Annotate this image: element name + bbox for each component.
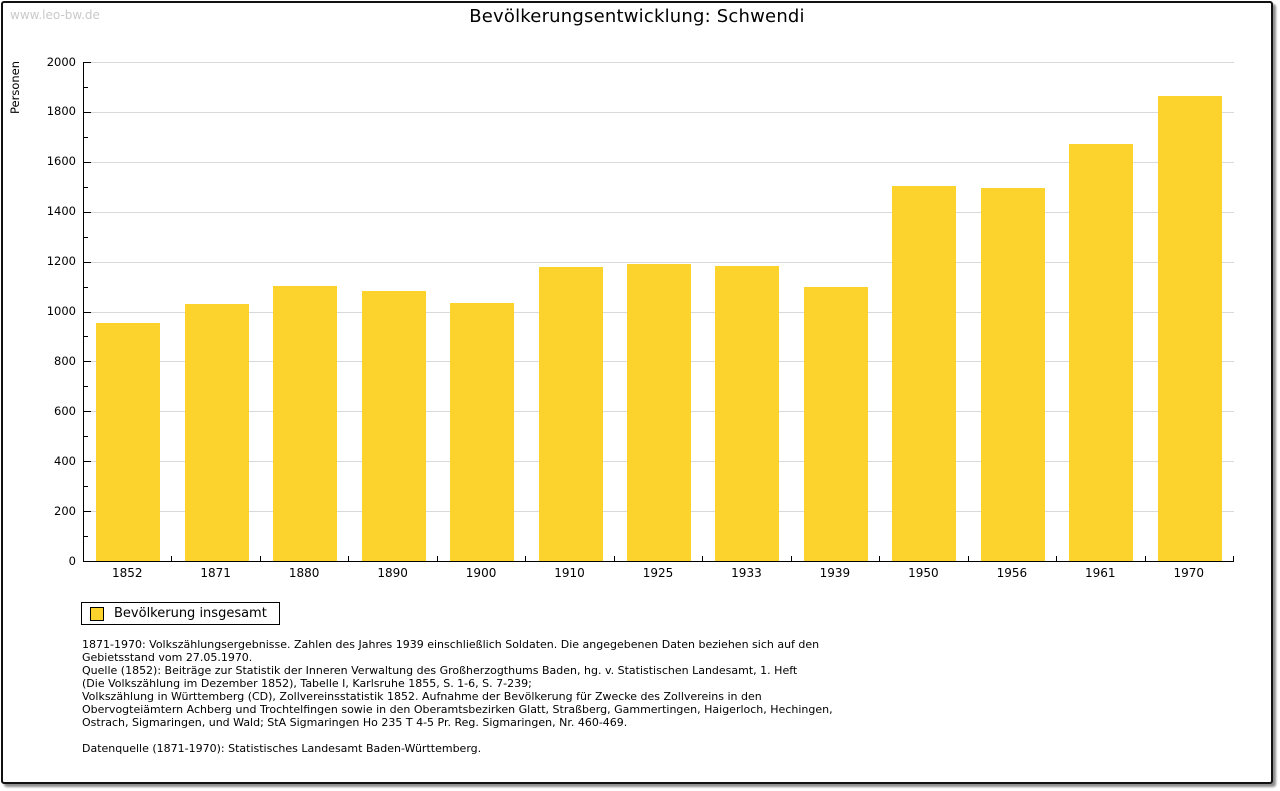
y-gridline (84, 261, 1234, 263)
x-tick-label: 1933 (731, 566, 762, 580)
footnote-line: Obervogteiämtern Achberg und Trochtelfin… (82, 703, 833, 716)
bar (96, 323, 161, 561)
y-tick (84, 236, 88, 238)
y-tick (84, 461, 91, 463)
y-tick (84, 86, 88, 88)
x-tick (348, 556, 350, 561)
x-tick (1144, 556, 1146, 561)
x-tick-label: 1852 (111, 566, 143, 580)
y-tick (84, 361, 91, 363)
bar (980, 188, 1045, 561)
bar (892, 186, 957, 561)
legend-label: Bevölkerung insgesamt (114, 606, 267, 621)
y-tick-label: 0 (68, 553, 76, 568)
y-tick (84, 311, 91, 313)
bar (538, 266, 603, 561)
y-gridline (84, 161, 1234, 163)
x-tick-label: 1880 (288, 566, 320, 580)
chart-title: Bevölkerungsentwicklung: Schwendi (469, 6, 805, 27)
y-tick-label: 200 (54, 503, 76, 518)
y-axis-tick-labels: 200 400 600 800 1000 1200 1400 1600 1800 2000 0 (3, 55, 76, 567)
footnote-line: 1871-1970: Volkszählungsergebnisse. Zahl… (82, 638, 820, 651)
y-tick (84, 286, 88, 288)
y-gridline (84, 111, 1234, 113)
x-tick (259, 556, 261, 561)
legend-swatch-icon (90, 606, 104, 621)
datasource-line: Datenquelle (1871-1970): Statistisches L… (82, 742, 482, 755)
x-tick-label: 1950 (908, 566, 939, 580)
y-tick-label: 1200 (46, 254, 76, 269)
x-tick (790, 556, 792, 561)
footnotes: 1871-1970: Volkszählungsergebnisse. Zahl… (82, 638, 942, 755)
bar (273, 286, 338, 561)
bar (803, 287, 868, 561)
y-gridline (84, 211, 1234, 213)
x-tick-label: 1900 (465, 566, 497, 580)
bar (627, 263, 691, 561)
y-tick (84, 261, 91, 263)
x-tick-label: 1961 (1085, 566, 1116, 580)
x-tick (613, 556, 615, 561)
y-tick (84, 511, 91, 513)
y-tick (84, 436, 88, 438)
y-tick (84, 111, 91, 113)
x-tick (436, 556, 438, 561)
x-tick (525, 556, 527, 561)
footnote-line: (Die Volkszählung im Dezember 1852), Tab… (82, 677, 532, 690)
footnote-line: Ostrach, Sigmaringen, und Wald; StA Sigm… (82, 716, 628, 729)
footnote-spacer (82, 729, 942, 742)
y-tick-label: 600 (54, 403, 76, 418)
x-tick (171, 556, 173, 561)
y-tick (84, 161, 91, 163)
watermark: www.leo-bw.de (10, 8, 100, 22)
x-tick (1056, 556, 1058, 561)
y-tick (84, 186, 88, 188)
y-tick (84, 536, 88, 538)
x-tick (879, 556, 881, 561)
y-tick (84, 386, 88, 388)
bar (1069, 144, 1134, 561)
x-tick-label: 1890 (377, 566, 408, 580)
x-tick-label: 1939 (819, 566, 851, 580)
x-tick-label: 1910 (554, 566, 585, 580)
y-gridline (84, 62, 1234, 63)
x-axis-tick-labels: 1852 1871 1880 1890 1900 1910 1925 1933 1939 1950… (83, 566, 1233, 582)
plot-area (83, 62, 1234, 562)
y-tick-label: 2000 (46, 54, 76, 69)
y-tick (84, 62, 91, 63)
bar (184, 304, 249, 561)
y-tick-label: 400 (54, 453, 76, 468)
bar (361, 291, 426, 561)
x-tick (702, 556, 704, 561)
footnote-line: Gebietsstand vom 27.05.1970. (82, 651, 253, 664)
y-tick (84, 136, 88, 138)
footnote-line: Volkszählung in Württemberg (CD), Zollve… (82, 690, 762, 703)
y-tick-label: 1400 (46, 204, 76, 219)
x-tick-label: 1970 (1173, 566, 1205, 580)
y-tick-label: 1600 (46, 154, 76, 169)
y-tick (84, 336, 88, 338)
bar (715, 266, 780, 561)
y-tick-label: 1000 (46, 304, 76, 318)
y-tick (84, 486, 88, 488)
legend: Bevölkerung insgesamt (81, 602, 280, 625)
y-tick (84, 211, 91, 213)
y-tick-label: 800 (54, 353, 76, 368)
footnote-line: Quelle (1852): Beiträge zur Statistik de… (82, 664, 798, 677)
y-tick (84, 411, 91, 413)
y-tick-label: 1800 (46, 104, 76, 119)
x-tick-label: 1956 (996, 566, 1028, 580)
x-tick (1233, 556, 1234, 561)
bar (1157, 95, 1222, 561)
x-tick-label: 1925 (642, 566, 674, 580)
x-tick (967, 556, 969, 561)
x-tick-label: 1871 (200, 566, 231, 580)
bar (450, 303, 515, 561)
